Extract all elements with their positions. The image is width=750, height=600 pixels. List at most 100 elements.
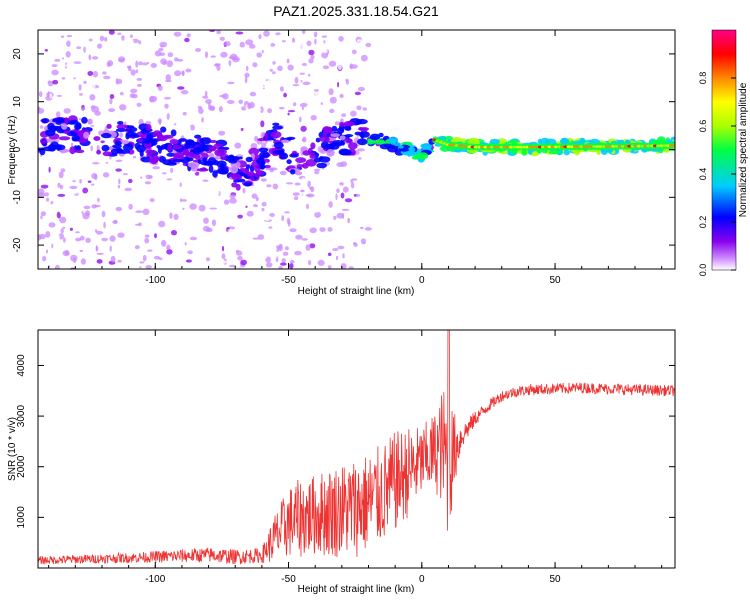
spectrogram-ridge-blob (203, 157, 208, 162)
spectrogram-noise-blob (287, 112, 290, 116)
spectrogram-noise-blob (157, 85, 163, 91)
spectrogram-noise-blob (152, 166, 161, 170)
snr-xlabel: Height of straight line (km) (298, 584, 415, 595)
spectrogram-noise-blob (58, 171, 64, 179)
spectrogram-noise-blob (245, 30, 254, 35)
spectrogram-noise-blob (109, 235, 116, 242)
spectrogram-noise-blob (307, 180, 311, 188)
spectrogram-noise-blob (85, 210, 91, 217)
spectrogram-ridge-blob (416, 152, 429, 160)
spectrogram-ridge-blob (186, 140, 196, 149)
spectrogram-noise-blob (342, 186, 349, 193)
spectrogram-noise-blob (299, 72, 305, 75)
spectrogram-noise-blob (298, 258, 302, 266)
spectrogram-noise-blob (289, 228, 297, 233)
spectrogram-noise-blob (219, 36, 225, 41)
spectrogram-ridge-blob (208, 146, 217, 152)
spectrogram-noise-blob (209, 207, 218, 210)
spectrogram-noise-blob (65, 143, 71, 146)
spectrogram-ridge-blob (197, 158, 202, 165)
spectrogram-noise-blob (82, 158, 91, 163)
spectrogram-noise-blob (52, 202, 56, 206)
spectrogram-noise-blob (327, 265, 332, 269)
spectrogram-noise-blob (292, 256, 300, 261)
spectrogram-noise-blob (318, 81, 326, 88)
spectrogram-noise-blob (66, 35, 72, 38)
spectrogram-noise-blob (115, 168, 122, 172)
spectrogram-noise-blob (174, 123, 177, 126)
spectrogram-noise-blob (310, 71, 314, 74)
spectrogram-noise-blob (268, 226, 273, 229)
spectrogram-noise-blob (52, 79, 59, 85)
spectrogram-ridge-blob (75, 149, 85, 154)
spectrogram-noise-blob (328, 201, 333, 208)
spectrogram-noise-blob (159, 189, 166, 196)
spectrogram-noise-blob (106, 61, 112, 67)
spectrogram-noise-blob (69, 227, 73, 231)
spectrogram-noise-blob (258, 85, 267, 89)
spectrogram-ridge-blob (197, 146, 205, 153)
spectrogram-noise-blob (192, 198, 199, 202)
spectrogram-ridge-blob (358, 127, 364, 131)
spectrogram-ridge-blob (194, 154, 201, 160)
spectrogram-noise-blob (202, 179, 209, 182)
spectrogram-noise-blob (228, 264, 237, 268)
spectrogram-ridge-blob (289, 153, 299, 158)
spectrogram-ridge-blob (339, 135, 346, 141)
spectrogram-noise-blob (331, 242, 337, 248)
spectrogram-noise-blob (347, 217, 351, 224)
spectrogram-ridge-blob (500, 151, 509, 155)
spectrogram-ridge-blob (259, 151, 270, 159)
spectrogram-ridge-blob (286, 159, 292, 165)
spectrogram-noise-blob (205, 228, 211, 232)
spectrogram-noise-blob (297, 145, 300, 149)
spectrogram-noise-blob (109, 94, 115, 99)
spectrogram-ridge-blob (310, 142, 316, 150)
spectrogram-noise-blob (135, 60, 139, 68)
spectrogram-noise-blob (204, 90, 208, 97)
spectrogram-noise-blob (178, 45, 185, 52)
spectrogram-noise-blob (138, 61, 143, 66)
spectrogram-ridge-blob (96, 149, 101, 155)
spectrogram-noise-blob (59, 216, 67, 224)
spectrogram-ridge-blob (64, 117, 69, 125)
spectrogram-noise-blob (241, 220, 246, 225)
spectrogram-noise-blob (254, 135, 259, 142)
spectrogram-noise-blob (216, 30, 221, 35)
spectrogram-noise-blob (242, 188, 246, 194)
spectrogram-noise-blob (166, 178, 173, 181)
spectrogram-noise-blob (182, 207, 185, 210)
spectrogram-noise-blob (189, 203, 197, 210)
spectrogram-noise-blob (96, 145, 100, 152)
spectrogram-noise-blob (176, 58, 184, 62)
spectrogram-noise-blob (262, 254, 268, 259)
spectrogram-noise-blob (59, 209, 64, 215)
spectrogram-noise-blob (285, 182, 294, 185)
spectrogram-noise-blob (339, 93, 344, 99)
spectrogram-ridge-blob (41, 140, 48, 144)
spectrogram-xtick-label: 50 (550, 275, 562, 286)
spectrogram-noise-blob (256, 52, 263, 58)
spectrogram-ridge-blob (199, 167, 208, 171)
spectrogram-noise-blob (82, 187, 89, 194)
spectrogram-noise-blob (160, 45, 164, 48)
spectrogram-noise-blob (229, 245, 236, 249)
spectrogram-ridge-blob (344, 125, 351, 131)
colorbar-tick-label: 0.2 (698, 216, 708, 229)
spectrogram-ridge-blob (160, 135, 170, 139)
spectrogram-noise-blob (135, 210, 144, 213)
spectrogram-noise-blob (286, 58, 290, 64)
spectrogram-noise-blob (322, 65, 330, 70)
spectrogram-noise-blob (343, 181, 350, 186)
spectrogram-noise-blob (119, 132, 123, 138)
spectrogram-noise-blob (134, 223, 141, 226)
spectrogram-noise-blob (313, 89, 319, 92)
spectrogram-noise-blob (345, 79, 349, 85)
spectrogram-noise-blob (185, 68, 192, 73)
spectrogram-noise-blob (117, 232, 125, 238)
spectrogram-noise-blob (348, 266, 354, 269)
spectrogram-ridge-blob (45, 129, 56, 137)
snr-ylabel: SNR (10 * v/v) (7, 417, 18, 481)
spectrogram-noise-blob (342, 253, 345, 259)
spectrogram-noise-blob (40, 184, 49, 189)
